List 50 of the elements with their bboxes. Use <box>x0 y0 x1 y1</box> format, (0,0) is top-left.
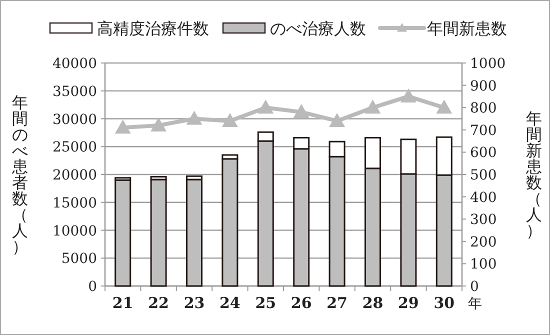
y-tick-label: 35000 <box>52 84 97 100</box>
point <box>114 120 131 134</box>
y2-tick-label: 700 <box>470 122 497 139</box>
bar <box>114 179 132 287</box>
y-tick-label: 10000 <box>52 223 97 240</box>
y2-tick-label: 200 <box>470 234 497 250</box>
y2-tick-label: 300 <box>470 212 497 228</box>
x-tick-label: 21 <box>112 294 134 312</box>
y-tick-label: 40000 <box>52 56 97 72</box>
point <box>329 112 346 127</box>
x-tick-label: 26 <box>290 294 312 312</box>
bar <box>150 178 167 287</box>
y2-tick-label: 100 <box>470 256 497 273</box>
x-axis-title: 年 <box>468 296 482 312</box>
point <box>436 100 452 114</box>
y2-tick-label: 600 <box>470 145 497 162</box>
x-tick-label: 29 <box>398 294 419 312</box>
legend-label: のべ治療人数 <box>270 19 366 38</box>
x-tick-label: 22 <box>148 294 169 312</box>
y2-tick-label: 900 <box>470 78 497 94</box>
point <box>258 100 274 114</box>
point <box>186 110 202 125</box>
text: 年間のべ患者数（人） <box>12 93 28 256</box>
y2-tick-label: 1000 <box>470 56 506 72</box>
point <box>150 117 167 132</box>
x-tick-label: 25 <box>255 294 276 312</box>
bar <box>222 158 238 287</box>
bar <box>186 178 202 287</box>
y-tick-label: 25000 <box>52 140 97 156</box>
y-tick-label: 15000 <box>52 195 97 212</box>
legend-label: 高精度治療件数 <box>97 19 209 38</box>
x-tick-label: 30 <box>434 294 455 312</box>
y-tick-label: 0 <box>88 279 97 295</box>
y-tick-label: 20000 <box>52 168 97 184</box>
x-tick-label: 24 <box>220 294 240 312</box>
y2-tick-label: 500 <box>470 168 497 184</box>
legend-label: 年間新患数 <box>427 19 507 38</box>
y2-tick-label: 400 <box>470 190 497 206</box>
x-tick-label: 28 <box>362 294 384 312</box>
point <box>222 112 238 127</box>
point <box>293 104 310 118</box>
y-tick-label: 30000 <box>52 112 97 128</box>
y-tick-label: 5000 <box>61 251 97 268</box>
point <box>364 100 381 114</box>
point <box>400 88 416 102</box>
x-tick-label: 23 <box>184 294 205 312</box>
y2-tick-label: 0 <box>470 279 479 295</box>
y2-axis-title: 年間新患数（人） <box>525 109 542 240</box>
y2-tick-label: 800 <box>470 100 497 117</box>
x-tick-label: 27 <box>326 294 348 312</box>
